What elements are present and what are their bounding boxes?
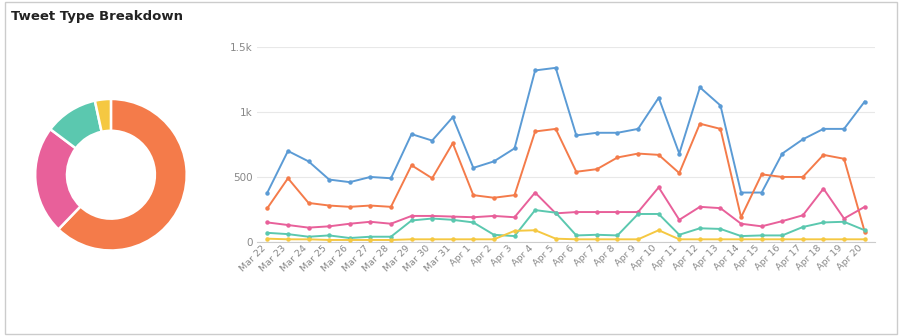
- Wedge shape: [51, 101, 102, 148]
- Text: Tweet Type Breakdown: Tweet Type Breakdown: [11, 10, 183, 23]
- Wedge shape: [59, 99, 187, 250]
- Wedge shape: [35, 129, 80, 229]
- Wedge shape: [95, 99, 111, 132]
